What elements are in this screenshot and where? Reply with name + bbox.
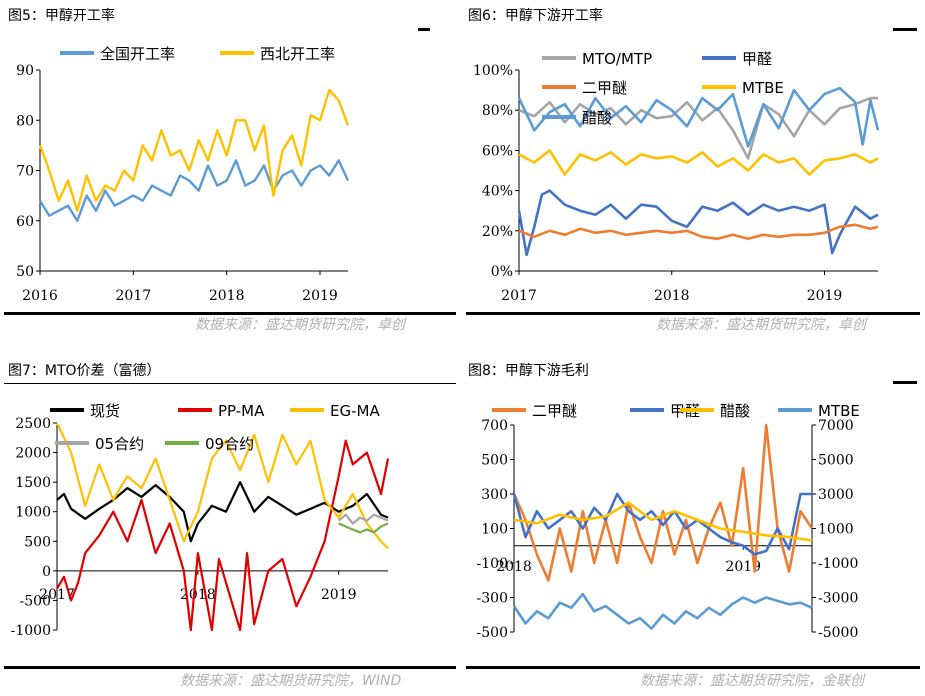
fig8-y2-tick-label: -3000 bbox=[818, 591, 858, 607]
fig6-source: 数据来源：盛达期货研究院，卓创 bbox=[656, 317, 866, 333]
fig8-y2-tick-label: -5000 bbox=[818, 625, 858, 641]
fig5-source: 数据来源：盛达期货研究院，卓创 bbox=[195, 317, 405, 333]
fig7-y-tick-label: 2000 bbox=[15, 446, 51, 462]
fig7-y-tick-label: 1500 bbox=[15, 475, 51, 491]
fig8-y-tick-label: -100 bbox=[477, 556, 508, 572]
fig5-legend-label: 西北开工率 bbox=[260, 45, 335, 63]
fig7-legend-label: 现货 bbox=[90, 402, 120, 420]
fig5-legend-label: 全国开工率 bbox=[100, 45, 175, 63]
fig5-y-tick-label: 60 bbox=[16, 214, 34, 230]
fig6-x-tick-label: 2017 bbox=[501, 288, 537, 304]
fig8-y-tick-label: 300 bbox=[481, 487, 508, 503]
fig6-x-tick-label: 2018 bbox=[654, 288, 690, 304]
fig8-series-MTBE-line bbox=[512, 592, 813, 630]
fig8-x-tick-label: 2018 bbox=[496, 559, 532, 575]
fig6-x-tick-label: 2019 bbox=[807, 288, 843, 304]
fig7-y-tick-label: -500 bbox=[20, 593, 51, 609]
fig7-y-tick-label: 500 bbox=[24, 534, 51, 550]
fig6-series-series-line bbox=[517, 189, 879, 257]
fig8-y2-tick-label: 1000 bbox=[818, 522, 854, 538]
fig6-bottom-rule bbox=[466, 312, 920, 315]
fig5-y-tick-label: 70 bbox=[16, 164, 34, 180]
fig7-y-tick-label: -1000 bbox=[11, 623, 51, 639]
fig6-legend-label: 甲醛 bbox=[742, 50, 772, 68]
fig6-legend-label: MTBE bbox=[742, 79, 784, 97]
fig7-y-tick-label: 1000 bbox=[15, 505, 51, 521]
fig8-title-rule bbox=[893, 381, 917, 384]
fig7-legend-label: EG-MA bbox=[330, 402, 380, 420]
fig7-x-tick-label: 2019 bbox=[321, 587, 357, 603]
fig8-y-tick-label: -300 bbox=[477, 591, 508, 607]
fig8-x-tick-label: 2019 bbox=[725, 559, 761, 575]
fig5-series-series-line bbox=[38, 88, 350, 212]
fig6-title: 图6：甲醇下游开工率 bbox=[468, 8, 603, 24]
fig8-y2-tick-label: 3000 bbox=[818, 487, 854, 503]
fig8-y-tick-label: 100 bbox=[481, 522, 508, 538]
fig5-title: 图5：甲醇开工率 bbox=[8, 8, 115, 24]
fig7-series-05-line bbox=[337, 513, 389, 525]
fig6-series-MTBE-line bbox=[518, 149, 879, 176]
fig6-y-tick-label: 80% bbox=[482, 103, 513, 119]
fig5-y-tick-label: 90 bbox=[16, 63, 34, 79]
fig8-series-series-line bbox=[513, 501, 813, 542]
fig7-series-series-line bbox=[56, 480, 389, 543]
fig7-x-tick-label: 2017 bbox=[39, 587, 75, 603]
fig8-series-series-line bbox=[512, 423, 814, 582]
fig6-y-tick-label: 60% bbox=[482, 143, 513, 159]
fig7-series-09-line bbox=[338, 522, 389, 534]
fig7-source: 数据来源：盛达期货研究院，WIND bbox=[180, 673, 402, 689]
fig6-series-series-line bbox=[517, 86, 880, 148]
fig7-bottom-rule bbox=[4, 666, 456, 669]
fig8-y-tick-label: -500 bbox=[477, 625, 508, 641]
fig5-title-rule bbox=[418, 28, 430, 31]
fig5-x-tick-label: 2017 bbox=[116, 288, 152, 304]
fig8-chart: -500 -300 -100 100 300 500 700 -5000 -3000 -1000 1… bbox=[477, 402, 860, 641]
fig7-series-EG-MA-line bbox=[56, 422, 389, 550]
fig8-source: 数据来源：盛达期货研究院，金联创 bbox=[640, 673, 864, 689]
fig5-y-tick-label: 50 bbox=[16, 264, 34, 280]
fig8-legend-label: 二甲醚 bbox=[532, 402, 577, 420]
fig5-bottom-rule bbox=[4, 312, 456, 315]
fig6-legend-label: MTO/MTP bbox=[582, 50, 652, 68]
fig6-chart: 0% 20% 40% 60% 80% 100% 2017 2018 2019 MTO/MTP 甲醛二… bbox=[473, 50, 880, 304]
fig5-x-tick-label: 2019 bbox=[302, 288, 338, 304]
fig7-legend-label: PP-MA bbox=[218, 402, 265, 420]
fig8-y2-tick-label: -1000 bbox=[818, 556, 858, 572]
fig7-title-rule bbox=[4, 383, 456, 384]
fig6-y-tick-label: 100% bbox=[473, 63, 513, 79]
fig8-title: 图8：甲醇下游毛利 bbox=[468, 363, 589, 379]
fig6-series-series-line bbox=[518, 223, 879, 241]
fig8-y2-tick-label: 7000 bbox=[818, 418, 854, 434]
fig7-series-PP-MA-line bbox=[56, 439, 390, 632]
fig6-legend-label: 二甲醚 bbox=[582, 79, 627, 97]
fig8-y-tick-label: 500 bbox=[481, 453, 508, 469]
fig6-y-tick-label: 40% bbox=[482, 184, 513, 200]
fig6-series-MTO-MTP-line bbox=[518, 96, 878, 160]
fig7-legend-label: 09合约 bbox=[205, 435, 254, 453]
fig7-legend-label: 05合约 bbox=[95, 435, 144, 453]
fig7-y-tick-label: 2500 bbox=[15, 416, 51, 432]
fig7-y-tick-label: 0 bbox=[42, 564, 51, 580]
fig5-y-tick-label: 80 bbox=[16, 113, 34, 129]
fig6-legend-label: 醋酸 bbox=[582, 109, 612, 127]
fig7-title: 图7：MTO价差（富德） bbox=[8, 363, 161, 379]
fig8-y2-tick-label: 5000 bbox=[818, 453, 854, 469]
fig6-y-tick-label: 20% bbox=[482, 224, 513, 240]
fig8-y-tick-label: 700 bbox=[481, 418, 508, 434]
fig5-x-tick-label: 2018 bbox=[209, 288, 245, 304]
fig8-legend-label: MTBE bbox=[818, 402, 860, 420]
fig5-chart: 50 60 70 80 90 2016 2017 2018 2019 全国开工率 西北开工率 bbox=[16, 45, 350, 304]
fig5-series-series-line bbox=[38, 159, 350, 223]
fig8-series-series-line bbox=[512, 492, 812, 556]
fig8-legend-label: 醋酸 bbox=[720, 402, 750, 420]
fig5-x-tick-label: 2016 bbox=[22, 288, 58, 304]
fig6-y-tick-label: 0% bbox=[491, 264, 513, 280]
fig6-title-rule bbox=[893, 28, 917, 31]
fig8-bottom-rule bbox=[466, 666, 920, 669]
